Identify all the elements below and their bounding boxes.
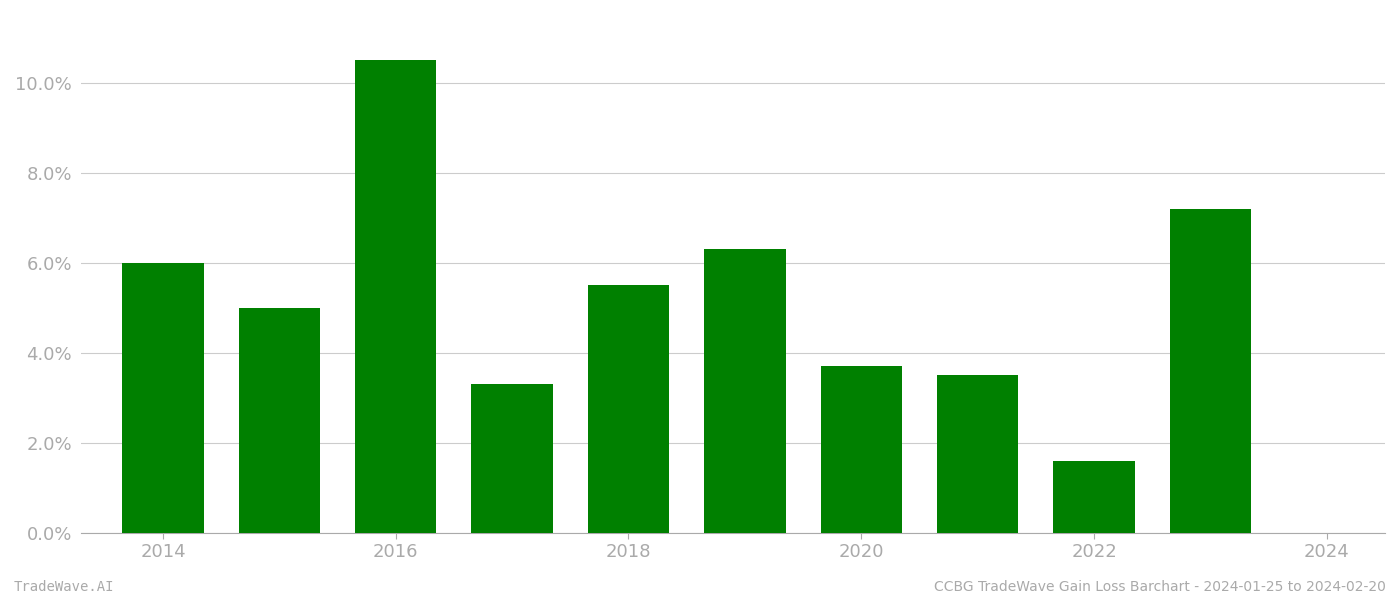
Bar — [122, 263, 203, 533]
Bar — [820, 366, 902, 533]
Bar — [937, 375, 1018, 533]
Bar — [472, 384, 553, 533]
Text: CCBG TradeWave Gain Loss Barchart - 2024-01-25 to 2024-02-20: CCBG TradeWave Gain Loss Barchart - 2024… — [934, 580, 1386, 594]
Bar — [1169, 209, 1252, 533]
Bar — [356, 60, 437, 533]
Bar — [1053, 461, 1135, 533]
Text: TradeWave.AI: TradeWave.AI — [14, 580, 115, 594]
Bar — [588, 285, 669, 533]
Bar — [238, 308, 321, 533]
Bar — [704, 249, 785, 533]
